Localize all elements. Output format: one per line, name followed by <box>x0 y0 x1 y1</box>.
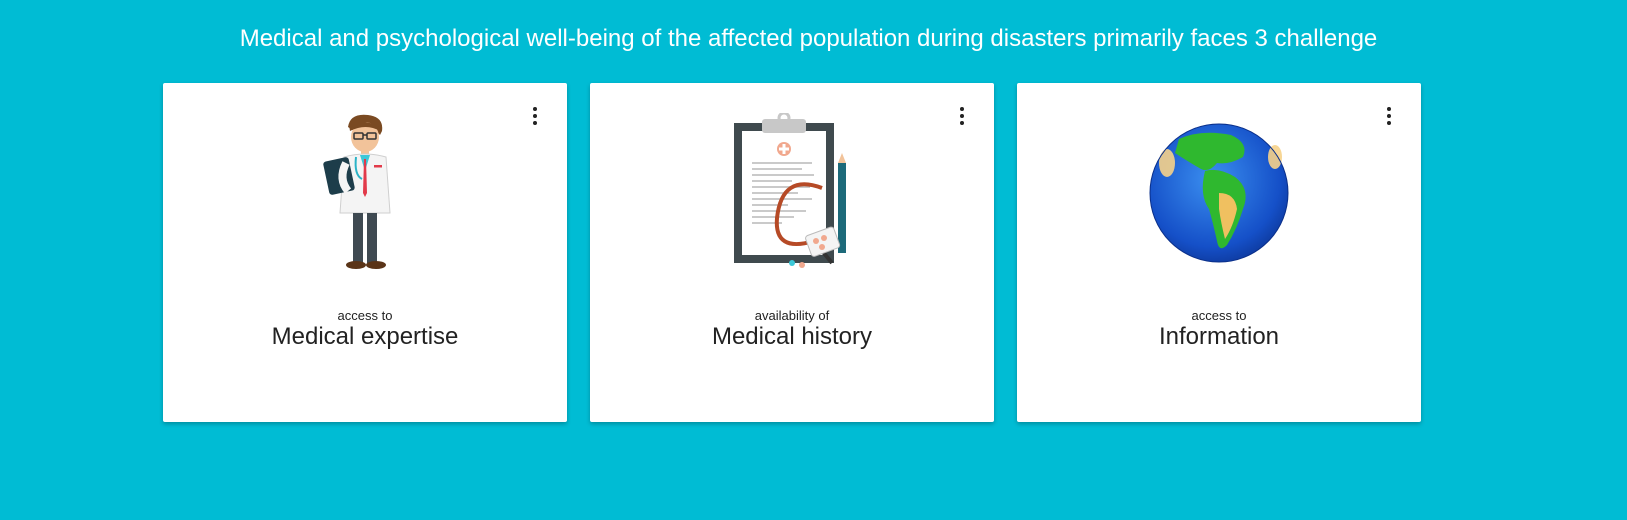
card-prefix: access to <box>1191 308 1247 323</box>
challenge-cards: access to Medical expertise <box>163 83 1421 422</box>
card-prefix: access to <box>337 308 393 323</box>
card-title: Medical expertise <box>271 323 459 350</box>
more-options-icon[interactable] <box>529 105 541 127</box>
card-medical-history[interactable]: availability of Medical history <box>590 83 994 422</box>
card-title: Information <box>1158 323 1280 350</box>
card-caption: access to Medical expertise <box>163 309 567 351</box>
more-options-icon[interactable] <box>956 105 968 127</box>
card-title: Medical history <box>711 323 873 350</box>
card-information[interactable]: access to Information <box>1017 83 1421 422</box>
doctor-icon <box>163 113 567 273</box>
card-medical-expertise[interactable]: access to Medical expertise <box>163 83 567 422</box>
card-prefix: availability of <box>754 308 830 323</box>
more-options-icon[interactable] <box>1383 105 1395 127</box>
globe-icon <box>1017 113 1421 273</box>
clipboard-stethoscope-icon <box>590 113 994 273</box>
card-caption: availability of Medical history <box>590 309 994 351</box>
card-caption: access to Information <box>1017 309 1421 351</box>
page-headline: Medical and psychological well-being of … <box>239 25 1378 52</box>
